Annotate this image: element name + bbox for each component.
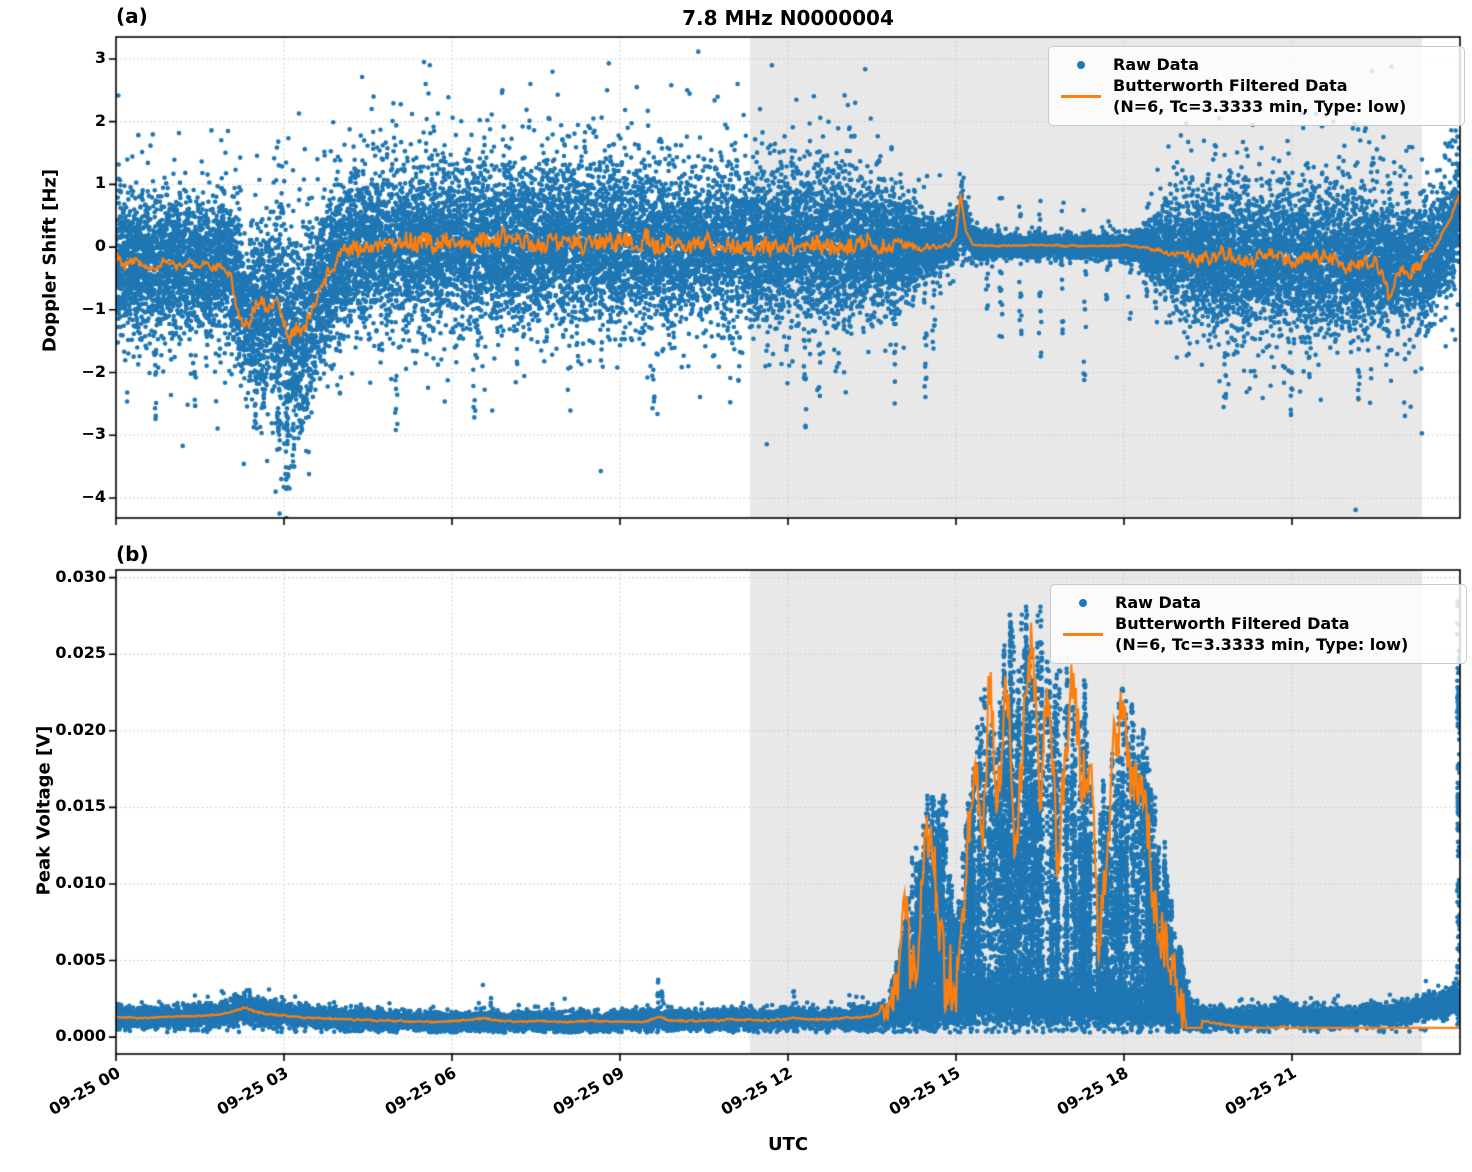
y-tick-label-voltage: 0.020 bbox=[55, 719, 106, 739]
panel-a-label: (a) bbox=[116, 4, 148, 28]
legend-row-filtered: Butterworth Filtered Data (N=6, Tc=3.333… bbox=[1057, 76, 1456, 117]
y-tick-label-voltage: 0.005 bbox=[55, 949, 106, 969]
y-tick-label-voltage: 0.030 bbox=[55, 566, 106, 586]
legend-filtered-label: Butterworth Filtered Data (N=6, Tc=3.333… bbox=[1107, 614, 1408, 655]
legend-filtered-line2: (N=6, Tc=3.3333 min, Type: low) bbox=[1115, 634, 1409, 654]
legend-panel-b: Raw Data Butterworth Filtered Data (N=6,… bbox=[1050, 584, 1467, 665]
raw-data-marker-icon bbox=[1057, 61, 1105, 70]
legend-filtered-label: Butterworth Filtered Data (N=6, Tc=3.333… bbox=[1105, 76, 1406, 117]
y-tick-label-doppler: −1 bbox=[81, 298, 106, 318]
y-tick-label-doppler: 3 bbox=[94, 47, 106, 67]
legend-filtered-line2: (N=6, Tc=3.3333 min, Type: low) bbox=[1113, 96, 1407, 116]
y-tick-label-voltage: 0.015 bbox=[55, 796, 106, 816]
legend-filtered-line1: Butterworth Filtered Data bbox=[1113, 76, 1348, 96]
y-tick-label-doppler: −3 bbox=[81, 424, 106, 444]
y-tick-label-doppler: 2 bbox=[94, 110, 106, 130]
raw-data-marker-icon bbox=[1059, 599, 1107, 608]
legend-panel-a: Raw Data Butterworth Filtered Data (N=6,… bbox=[1048, 46, 1465, 127]
y-tick-label-doppler: −4 bbox=[81, 486, 106, 506]
filtered-line-marker-icon bbox=[1057, 95, 1105, 99]
legend-filtered-line1: Butterworth Filtered Data bbox=[1115, 614, 1350, 634]
y-tick-label-doppler: −2 bbox=[81, 361, 106, 381]
x-axis-label: UTC bbox=[767, 1134, 809, 1155]
y-tick-label-voltage: 0.010 bbox=[55, 872, 106, 892]
legend-row-filtered: Butterworth Filtered Data (N=6, Tc=3.333… bbox=[1059, 614, 1458, 655]
legend-row-raw: Raw Data bbox=[1059, 593, 1458, 613]
y-tick-label-voltage: 0.000 bbox=[55, 1026, 106, 1046]
legend-raw-label: Raw Data bbox=[1113, 55, 1199, 74]
y-tick-label-doppler: 0 bbox=[94, 236, 106, 256]
panel-b-label: (b) bbox=[116, 542, 149, 566]
y-tick-label-voltage: 0.025 bbox=[55, 643, 106, 663]
figure-title: 7.8 MHz N0000004 bbox=[682, 6, 894, 30]
filtered-line-marker-icon bbox=[1059, 633, 1107, 637]
legend-row-raw: Raw Data bbox=[1057, 55, 1456, 75]
y-tick-label-doppler: 1 bbox=[94, 173, 106, 193]
legend-raw-label: Raw Data bbox=[1115, 593, 1201, 612]
